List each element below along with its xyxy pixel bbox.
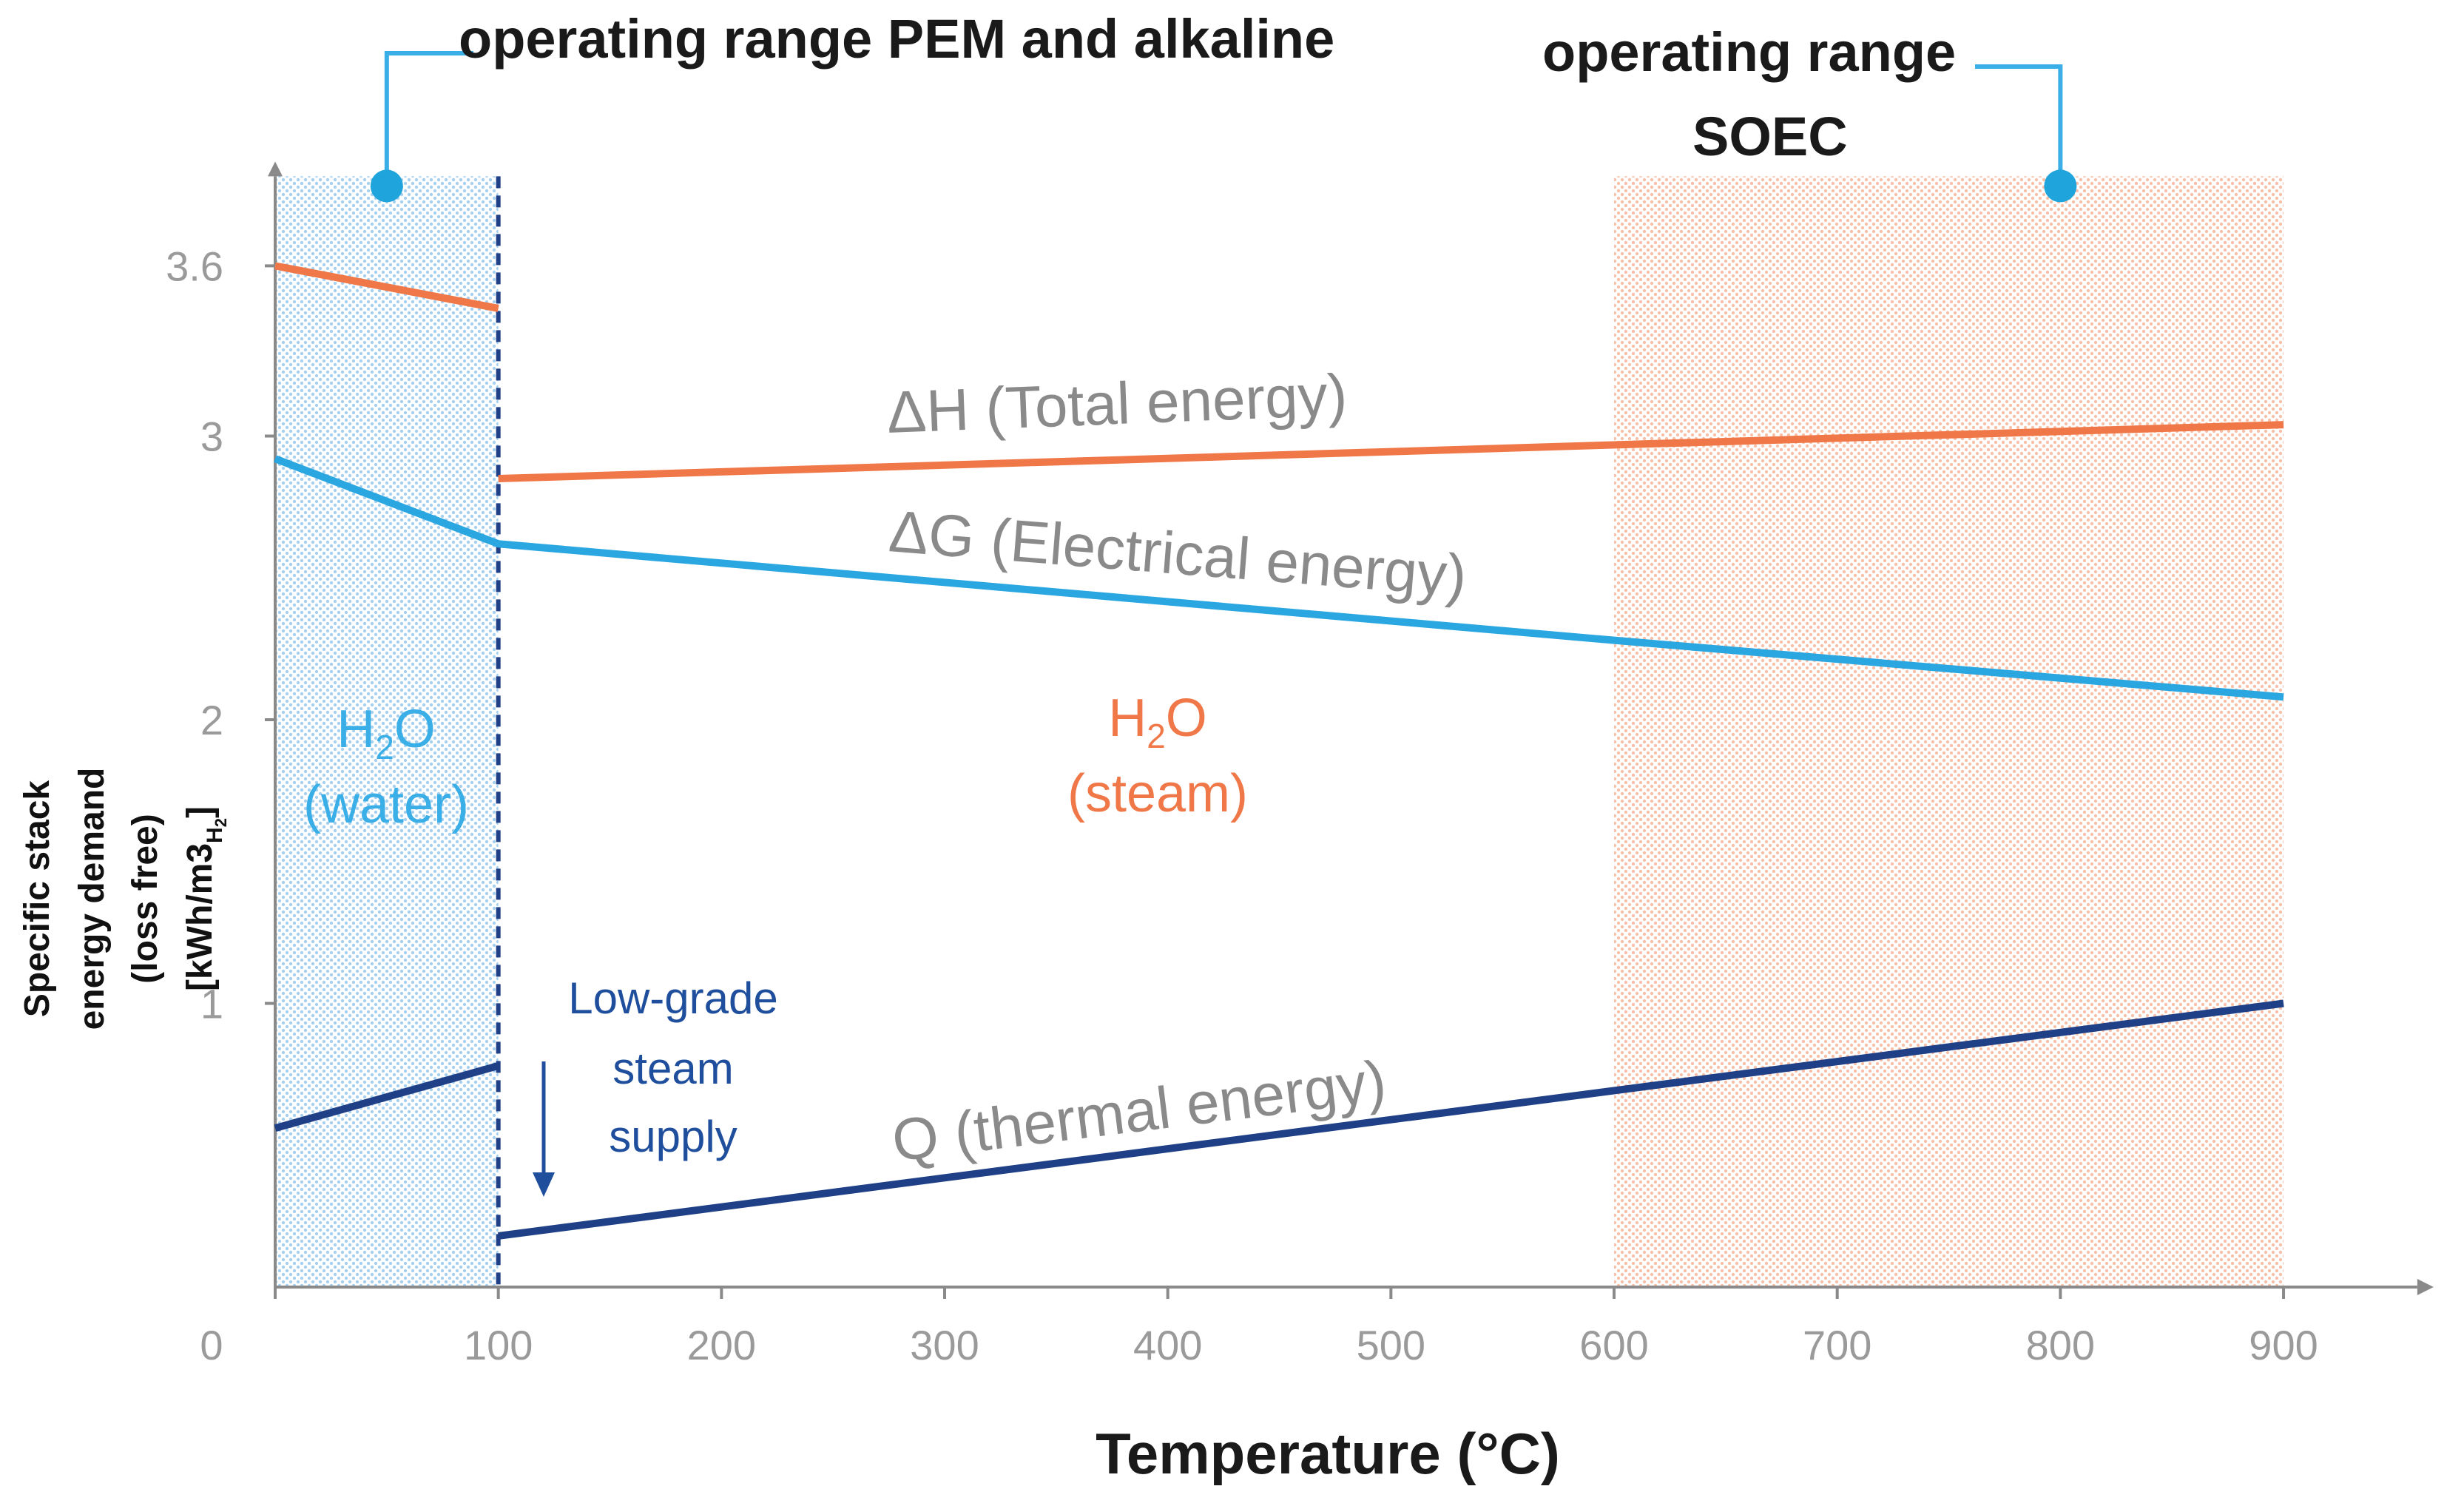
lowgrade-label-line1: Low-grade xyxy=(568,973,778,1023)
x-tick-label: 700 xyxy=(1803,1322,1871,1368)
water-label-line2: (water) xyxy=(303,775,469,834)
dh-curve-label: ΔH (Total energy) xyxy=(885,362,1349,445)
x-tick-label: 600 xyxy=(1579,1322,1648,1368)
series-line xyxy=(498,999,2284,1240)
series-q xyxy=(274,999,2284,1240)
soec-callout-dot-icon xyxy=(2044,169,2077,203)
steam-label-line1: H2O xyxy=(1108,689,1207,755)
x-axis-arrow-icon xyxy=(2417,1279,2434,1295)
pem-callout-connector xyxy=(384,51,473,186)
x-tick-labels: 0 100 200 300 400 500 600 700 800 900 xyxy=(200,1287,2318,1368)
x-tick-label: 300 xyxy=(910,1322,979,1368)
y-axis-title-line3: (loss free) xyxy=(126,814,165,983)
series-line xyxy=(274,1062,500,1132)
x-tick-label: 400 xyxy=(1133,1322,1202,1368)
y-axis-arrow-icon xyxy=(268,161,283,177)
y-axis-title: Specific stack energy demand (loss free)… xyxy=(18,768,230,1030)
lowgrade-label-line3: supply xyxy=(609,1112,737,1161)
x-tick-label: 800 xyxy=(2026,1322,2095,1368)
steam-label-line2: (steam) xyxy=(1067,764,1248,823)
pem-operating-range-region xyxy=(275,176,499,1288)
water-label-line1: H2O xyxy=(337,700,436,766)
y-tick-label: 2 xyxy=(200,697,223,743)
y-axis-title-unit: [kWh/m3H2] xyxy=(180,806,230,991)
series-dg xyxy=(274,455,2284,701)
x-tick-label: 0 xyxy=(200,1322,223,1368)
dg-curve-label: ΔG (Electrical energy) xyxy=(887,498,1469,609)
x-axis-title: Temperature (°C) xyxy=(1096,1421,1560,1486)
pem-range-title: operating range PEM and alkaline xyxy=(459,8,1334,70)
lowgrade-label-line2: steam xyxy=(612,1044,733,1093)
y-axis-title-line1: Specific stack xyxy=(18,780,57,1017)
x-tick-label: 900 xyxy=(2249,1322,2318,1368)
y-axis-title-line2: energy demand xyxy=(72,768,112,1030)
pem-callout-dot-icon xyxy=(370,169,403,203)
soec-range-title-line2: SOEC xyxy=(1692,106,1848,167)
soec-callout-connector xyxy=(1975,64,2063,186)
series-line xyxy=(274,262,499,312)
soec-operating-range-region xyxy=(1614,176,2284,1288)
y-tick-label: 3 xyxy=(200,413,223,460)
series-layer xyxy=(274,262,2284,1240)
x-tick-label: 200 xyxy=(687,1322,756,1368)
callouts xyxy=(370,51,2077,203)
series-dh xyxy=(274,262,2284,483)
x-tick-label: 500 xyxy=(1357,1322,1425,1368)
x-tick-label: 100 xyxy=(464,1322,533,1368)
series-line xyxy=(498,421,2284,483)
soec-range-title-line1: operating range xyxy=(1542,21,1956,83)
lowgrade-arrow-head-icon xyxy=(533,1172,555,1197)
y-tick-label: 1 xyxy=(200,981,223,1027)
y-tick-label: 3.6 xyxy=(166,243,223,289)
y-tick-labels: 1 2 3 3.6 xyxy=(166,243,275,1027)
series-line xyxy=(274,455,2284,701)
